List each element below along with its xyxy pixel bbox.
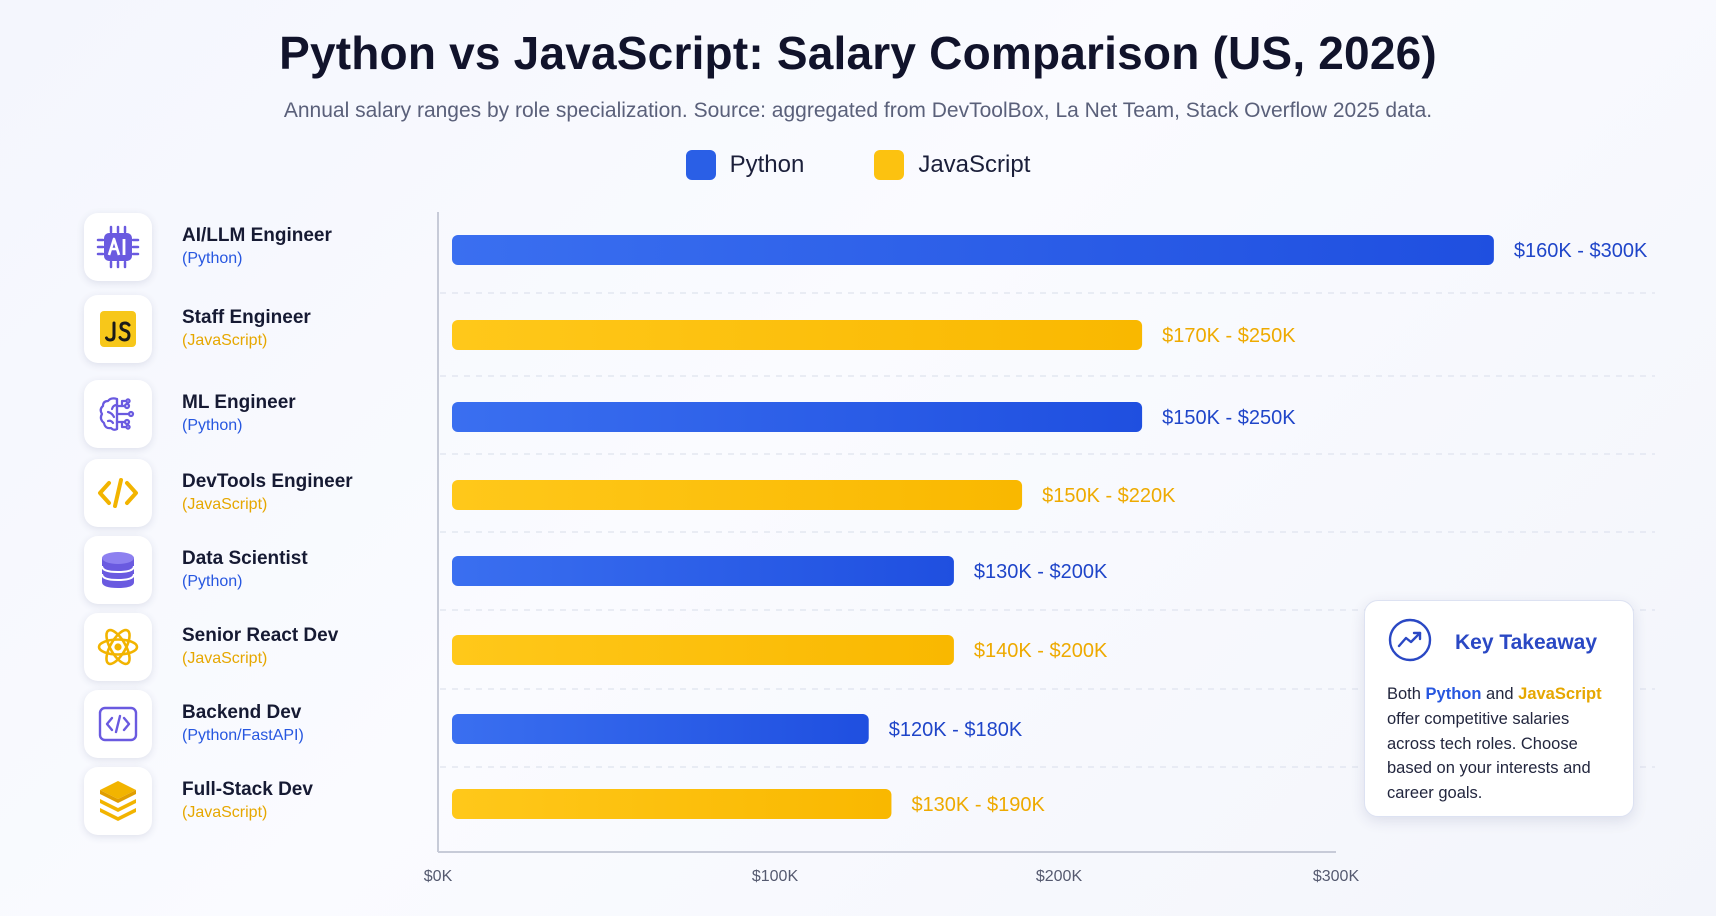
x-tick-label: $300K — [1313, 868, 1360, 885]
bar-value-label: $130K - $190K — [911, 794, 1045, 816]
react-atom-icon — [84, 613, 152, 681]
category-language: (JavaScript) — [182, 331, 268, 349]
category-name: Staff Engineer — [182, 307, 311, 329]
code-window-icon — [84, 690, 152, 758]
layers-stack-icon — [84, 767, 152, 835]
takeaway-text-part: and — [1481, 685, 1519, 703]
trending-up-icon — [1387, 617, 1433, 668]
ai-chip-icon — [84, 213, 152, 281]
bar-javascript — [452, 635, 954, 665]
bar-value-label: $130K - $200K — [974, 561, 1108, 583]
js-logo-icon — [84, 295, 152, 363]
takeaway-python-highlight: Python — [1425, 685, 1482, 703]
takeaway-text-part: offer competitive salaries across tech r… — [1387, 709, 1591, 802]
legend-swatch-python — [685, 150, 716, 180]
category-language: (Python) — [182, 572, 243, 590]
chart-subtitle: Annual salary ranges by role specializat… — [283, 99, 1433, 122]
category-name: ML Engineer — [182, 392, 296, 414]
key-takeaway-card: Key Takeaway Both Python and JavaScript … — [1364, 600, 1634, 817]
bar-value-label: $150K - $250K — [1162, 407, 1296, 429]
category-language: (Python) — [182, 416, 243, 434]
bar-python — [452, 714, 869, 744]
legend-swatch-javascript — [874, 150, 905, 180]
category-full-stack-dev: Full-Stack Dev (JavaScript) — [84, 765, 444, 837]
legend: Python JavaScript — [0, 150, 1716, 180]
bar-value-label: $140K - $200K — [974, 640, 1108, 662]
category-ml-engineer: ML Engineer (Python) — [84, 378, 444, 450]
takeaway-javascript-highlight: JavaScript — [1518, 685, 1602, 703]
category-name: Full-Stack Dev — [182, 779, 313, 801]
bar-python — [452, 556, 954, 586]
category-name: Senior React Dev — [182, 625, 339, 647]
legend-item-javascript: JavaScript — [874, 150, 1030, 180]
chart-title: Python vs JavaScript: Salary Comparison … — [279, 27, 1437, 79]
category-backend-dev: Backend Dev (Python/FastAPI) — [84, 688, 444, 760]
category-ai-llm-engineer: AI/LLM Engineer (Python) — [84, 211, 444, 283]
category-data-scientist: Data Scientist (Python) — [84, 534, 444, 606]
legend-label-python: Python — [729, 151, 805, 178]
bar-value-label: $170K - $250K — [1162, 325, 1296, 347]
brain-icon — [84, 380, 152, 448]
category-senior-react-dev: Senior React Dev (JavaScript) — [84, 611, 444, 683]
category-name: Data Scientist — [182, 548, 308, 570]
takeaway-text-part: Both — [1387, 685, 1426, 703]
takeaway-title: Key Takeaway — [1455, 630, 1598, 654]
database-icon — [84, 536, 152, 604]
category-language: (JavaScript) — [182, 495, 268, 513]
category-devtools-engineer: DevTools Engineer (JavaScript) — [84, 457, 444, 529]
category-language: (JavaScript) — [182, 803, 268, 821]
bar-python — [452, 402, 1143, 432]
legend-item-python: Python — [685, 150, 805, 180]
category-name: Backend Dev — [182, 702, 302, 724]
x-tick-label: $100K — [752, 868, 799, 885]
category-language: (JavaScript) — [182, 649, 268, 667]
x-tick-label: $200K — [1036, 868, 1083, 885]
code-brackets-icon — [84, 459, 152, 527]
bar-python — [452, 235, 1494, 265]
takeaway-text: Both Python and JavaScript offer competi… — [1387, 682, 1611, 806]
bar-value-label: $160K - $300K — [1514, 240, 1648, 262]
bar-javascript — [452, 320, 1143, 350]
legend-label-javascript: JavaScript — [918, 151, 1031, 178]
bar-javascript — [452, 789, 892, 819]
category-name: AI/LLM Engineer — [182, 225, 332, 247]
category-language: (Python/FastAPI) — [182, 726, 304, 744]
bar-javascript — [452, 480, 1023, 510]
bar-value-label: $150K - $220K — [1042, 485, 1176, 507]
category-staff-engineer: Staff Engineer (JavaScript) — [84, 293, 444, 365]
category-name: DevTools Engineer — [182, 471, 353, 493]
category-language: (Python) — [182, 249, 243, 267]
bar-value-label: $120K - $180K — [889, 719, 1023, 741]
x-tick-label: $0K — [424, 868, 453, 885]
